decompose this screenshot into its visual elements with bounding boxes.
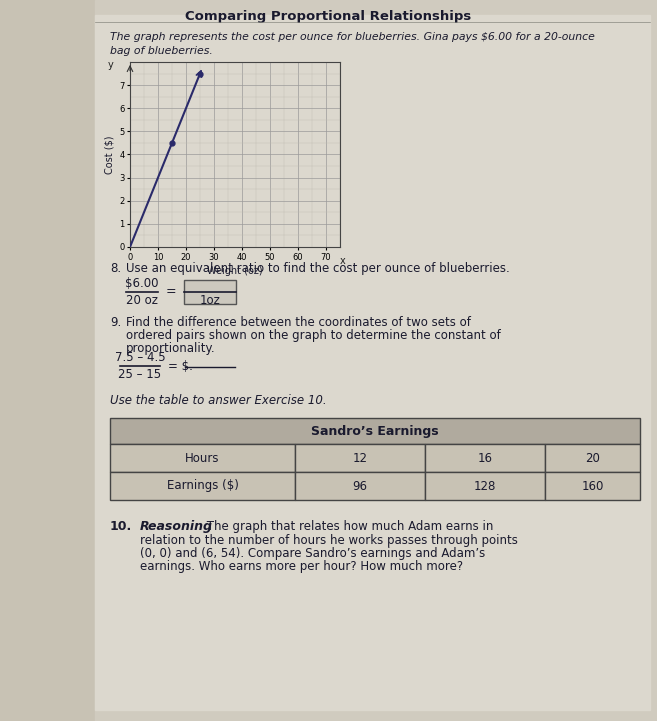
Text: x: x	[340, 256, 346, 266]
Text: Comparing Proportional Relationships: Comparing Proportional Relationships	[185, 10, 471, 23]
Bar	[295, 444, 425, 472]
Text: 10.: 10.	[110, 520, 132, 533]
Bar	[110, 418, 640, 444]
Text: earnings. Who earns more per hour? How much more?: earnings. Who earns more per hour? How m…	[140, 560, 463, 573]
Text: proportionality.: proportionality.	[126, 342, 215, 355]
Text: Earnings ($): Earnings ($)	[167, 479, 238, 492]
X-axis label: Weight (oz): Weight (oz)	[207, 266, 263, 275]
Text: = $.: = $.	[168, 360, 193, 373]
Text: Find the difference between the coordinates of two sets of: Find the difference between the coordina…	[126, 316, 471, 329]
Text: The graph that relates how much Adam earns in: The graph that relates how much Adam ear…	[203, 520, 493, 533]
Bar	[425, 472, 545, 500]
Bar	[95, 15, 650, 710]
Text: Hours: Hours	[185, 451, 219, 464]
Bar	[184, 280, 236, 304]
Text: 8.: 8.	[110, 262, 121, 275]
Text: Reasoning: Reasoning	[140, 520, 213, 533]
Text: The graph represents the cost per ounce for blueberries. Gina pays $6.00 for a 2: The graph represents the cost per ounce …	[110, 32, 595, 42]
Text: 1oz: 1oz	[200, 294, 221, 307]
Text: Use an equivalent ratio to find the cost per ounce of blueberries.: Use an equivalent ratio to find the cost…	[126, 262, 510, 275]
Text: 96: 96	[353, 479, 367, 492]
Text: $6.00: $6.00	[125, 277, 159, 290]
Text: Sandro’s Earnings: Sandro’s Earnings	[311, 425, 439, 438]
Text: =: =	[166, 286, 177, 298]
Bar	[425, 444, 545, 472]
Text: 12: 12	[353, 451, 367, 464]
Bar	[110, 472, 295, 500]
Text: 20 oz: 20 oz	[126, 294, 158, 307]
Text: relation to the number of hours he works passes through points: relation to the number of hours he works…	[140, 534, 518, 547]
Text: 7.5 – 4.5: 7.5 – 4.5	[115, 351, 166, 364]
Text: 25 – 15: 25 – 15	[118, 368, 162, 381]
Text: 16: 16	[478, 451, 493, 464]
Text: Use the table to answer Exercise 10.: Use the table to answer Exercise 10.	[110, 394, 327, 407]
Text: 128: 128	[474, 479, 496, 492]
Bar	[545, 444, 640, 472]
Bar	[95, 0, 657, 721]
Bar	[110, 444, 295, 472]
Y-axis label: Cost ($): Cost ($)	[105, 136, 115, 174]
Text: y: y	[108, 61, 113, 71]
Text: bag of blueberries.: bag of blueberries.	[110, 46, 213, 56]
Text: 9.: 9.	[110, 316, 122, 329]
Text: ordered pairs shown on the graph to determine the constant of: ordered pairs shown on the graph to dete…	[126, 329, 501, 342]
Text: (0, 0) and (6, 54). Compare Sandro’s earnings and Adam’s: (0, 0) and (6, 54). Compare Sandro’s ear…	[140, 547, 486, 560]
Text: 20: 20	[585, 451, 600, 464]
Text: 160: 160	[581, 479, 604, 492]
Bar	[130, 62, 340, 247]
Bar	[295, 472, 425, 500]
Bar	[545, 472, 640, 500]
